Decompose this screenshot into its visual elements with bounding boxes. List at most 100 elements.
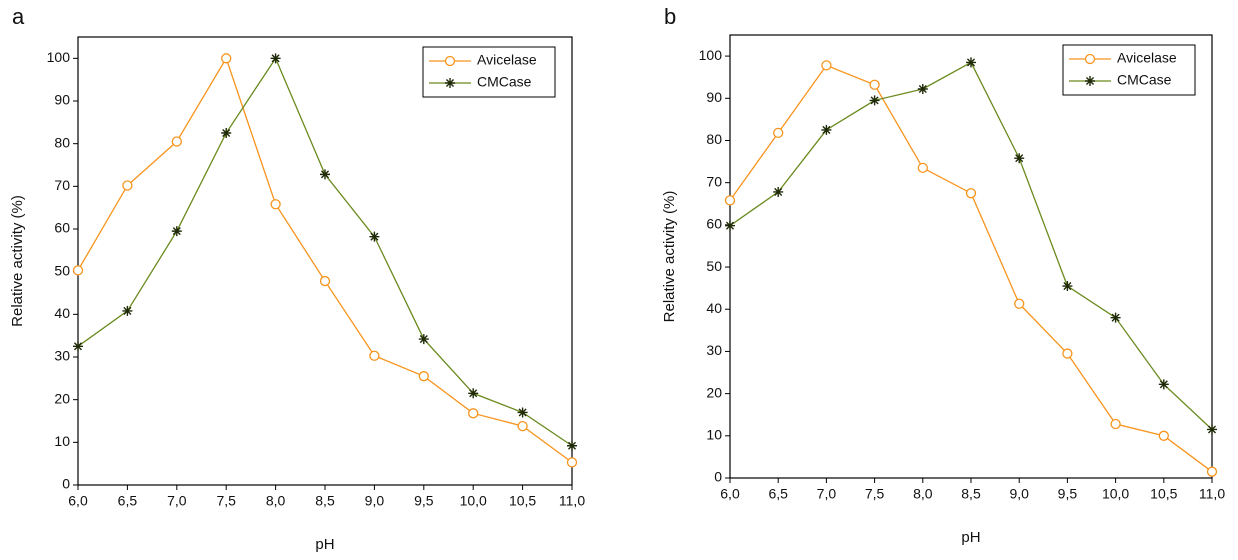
legend-label: CMCase [477, 74, 532, 90]
y-tick-label: 90 [54, 92, 70, 108]
x-tick-label: 10,0 [1102, 486, 1129, 502]
marker [821, 124, 832, 135]
marker [1110, 312, 1121, 323]
y-tick-label: 80 [706, 131, 722, 147]
x-tick-label: 7,0 [817, 486, 837, 502]
y-tick-label: 30 [706, 342, 722, 358]
x-axis-title: pH [961, 529, 980, 546]
y-tick-label: 0 [62, 476, 70, 492]
marker [122, 305, 133, 316]
marker [567, 440, 577, 451]
x-tick-label: 8,0 [266, 493, 286, 509]
x-tick-label: 8,5 [961, 486, 981, 502]
x-tick-label: 7,5 [216, 493, 236, 509]
y-tick-label: 100 [47, 49, 71, 65]
x-tick-label: 6,0 [720, 486, 740, 502]
y-tick-label: 100 [699, 47, 723, 63]
series-line [77, 56, 573, 447]
marker [869, 95, 880, 106]
x-axis-title: pH [315, 536, 334, 553]
marker [221, 53, 232, 64]
x-tick-label: 8,5 [315, 493, 335, 509]
y-axis-title: Relative activity (%) [9, 195, 26, 327]
marker [1206, 466, 1218, 477]
series-line [729, 61, 1213, 430]
x-tick-label: 9,0 [365, 493, 385, 509]
x-tick-label: 11,0 [559, 493, 585, 509]
x-tick-label: 7,0 [167, 493, 187, 509]
marker [517, 420, 528, 432]
legend-label: Avicelase [1117, 50, 1177, 66]
legend-box [422, 46, 556, 98]
plot-frame [729, 34, 1213, 479]
marker [725, 220, 735, 231]
y-tick-label: 60 [706, 216, 722, 232]
y-tick-label: 90 [706, 89, 722, 105]
marker [468, 388, 479, 399]
y-tick-label: 20 [54, 390, 70, 406]
marker [821, 60, 832, 71]
x-tick-label: 10,5 [509, 493, 536, 509]
marker [418, 371, 429, 382]
marker [1158, 430, 1169, 441]
marker [468, 408, 479, 419]
marker [566, 457, 578, 468]
marker [1014, 153, 1025, 164]
marker [1110, 418, 1121, 430]
marker [1207, 424, 1217, 435]
x-tick-label: 11,0 [1199, 486, 1225, 502]
marker [1062, 348, 1073, 359]
legend-marker [445, 78, 455, 88]
x-tick-label: 6,5 [768, 486, 788, 502]
x-tick-label: 9,5 [414, 493, 434, 509]
marker [171, 136, 182, 147]
marker [221, 128, 232, 138]
marker [773, 127, 784, 139]
y-tick-label: 10 [706, 427, 722, 443]
marker [869, 79, 880, 90]
marker [724, 195, 736, 206]
y-tick-label: 60 [54, 220, 70, 236]
series-line [729, 64, 1213, 473]
marker [773, 186, 784, 197]
panel-title: a [12, 4, 25, 29]
y-tick-label: 20 [706, 384, 722, 400]
marker [73, 341, 83, 352]
legend-marker [1084, 53, 1096, 65]
y-tick-label: 40 [706, 300, 722, 316]
marker [320, 169, 330, 180]
marker [966, 57, 976, 68]
y-tick-label: 40 [54, 305, 70, 321]
marker [270, 53, 281, 64]
marker [418, 334, 429, 345]
y-axis-title: Relative activity (%) [661, 191, 678, 323]
x-tick-label: 6,0 [68, 493, 88, 509]
y-tick-label: 80 [54, 134, 70, 150]
plot-frame [77, 36, 573, 486]
y-tick-label: 70 [54, 177, 70, 193]
legend-label: Avicelase [477, 52, 537, 68]
marker [171, 226, 182, 237]
x-tick-label: 9,5 [1058, 486, 1078, 502]
x-tick-label: 8,0 [913, 486, 933, 502]
x-tick-label: 10,0 [460, 493, 487, 509]
marker [1062, 281, 1073, 292]
marker [270, 199, 281, 210]
y-tick-label: 30 [54, 348, 70, 364]
x-tick-label: 7,5 [865, 486, 885, 502]
marker [319, 275, 331, 287]
x-tick-label: 10,5 [1150, 486, 1177, 502]
marker [72, 265, 84, 276]
marker [517, 407, 528, 418]
y-tick-label: 50 [54, 262, 70, 278]
marker [122, 180, 133, 191]
y-tick-label: 70 [706, 173, 722, 189]
marker [369, 350, 380, 361]
marker [917, 84, 928, 95]
panel-title: b [664, 4, 676, 29]
y-tick-label: 10 [54, 433, 70, 449]
marker [369, 231, 380, 242]
marker [965, 188, 977, 199]
legend-marker [444, 55, 456, 67]
